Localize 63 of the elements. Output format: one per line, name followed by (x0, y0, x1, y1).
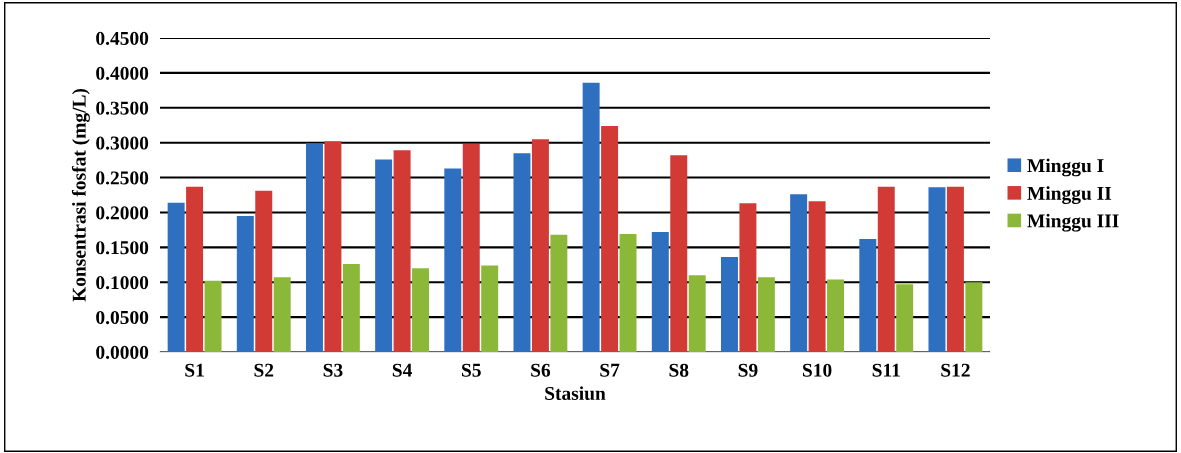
x-tick-label: S8 (669, 363, 689, 377)
bar (619, 234, 637, 352)
x-tick-label: S12 (941, 363, 970, 377)
legend-label: Minggu I (1027, 158, 1104, 177)
bar (255, 190, 273, 352)
bar (393, 150, 411, 352)
bar (808, 201, 826, 352)
bar (273, 277, 291, 352)
bar (531, 139, 549, 352)
x-tick-label: S5 (462, 363, 481, 377)
bar (670, 155, 688, 352)
y-tick-label: 0.3000 (96, 136, 149, 150)
bar (167, 202, 185, 352)
bar (790, 194, 808, 352)
bar (928, 187, 946, 352)
bar (204, 280, 222, 352)
y-tick-label: 0.1000 (96, 276, 149, 290)
y-tick-label: 0.1500 (96, 241, 149, 255)
bar (444, 168, 462, 352)
bar (342, 264, 360, 352)
bar (513, 153, 531, 352)
x-tick-label: S3 (323, 363, 343, 377)
bar (375, 159, 393, 352)
bar (186, 186, 204, 352)
bar (582, 82, 600, 352)
y-tick-label: 0.3500 (96, 101, 149, 115)
bar (412, 268, 430, 352)
y-tick-label: 0.2500 (96, 171, 149, 185)
x-axis-title: Stasiun (545, 386, 606, 401)
bar (757, 277, 775, 352)
bar (688, 275, 706, 352)
bar (305, 143, 323, 352)
y-tick-label: 0.2000 (96, 206, 149, 220)
bar (965, 282, 983, 352)
x-tick-label: S9 (738, 363, 758, 377)
x-tick-label: S4 (392, 363, 412, 377)
y-tick-label: 0.4000 (96, 66, 149, 80)
bar (896, 284, 914, 352)
bar (946, 186, 964, 352)
x-tick-label: S7 (600, 363, 620, 377)
legend-label: Minggu III (1027, 213, 1119, 232)
x-tick-label: S2 (254, 363, 274, 377)
bar (651, 231, 669, 352)
bar (827, 279, 845, 352)
bar (720, 257, 738, 352)
bar (481, 265, 499, 352)
y-axis-title: Konsentrasi fosfat (mg/L) (71, 88, 90, 302)
x-tick-label: S10 (802, 363, 832, 377)
x-tick-label: S6 (531, 363, 551, 377)
y-tick-label: 0.4500 (96, 31, 149, 46)
x-tick-label: S11 (872, 363, 900, 377)
bar (550, 234, 568, 352)
bar (324, 141, 342, 352)
x-tick-label: S1 (185, 363, 204, 377)
bar (236, 215, 254, 352)
y-tick-label: 0.0000 (96, 345, 149, 360)
bar (859, 238, 877, 352)
bar (601, 125, 619, 352)
y-tick-label: 0.0500 (96, 310, 149, 325)
bar (739, 203, 757, 352)
bar (877, 186, 895, 352)
bar (462, 144, 480, 352)
legend-label: Minggu II (1027, 186, 1112, 204)
